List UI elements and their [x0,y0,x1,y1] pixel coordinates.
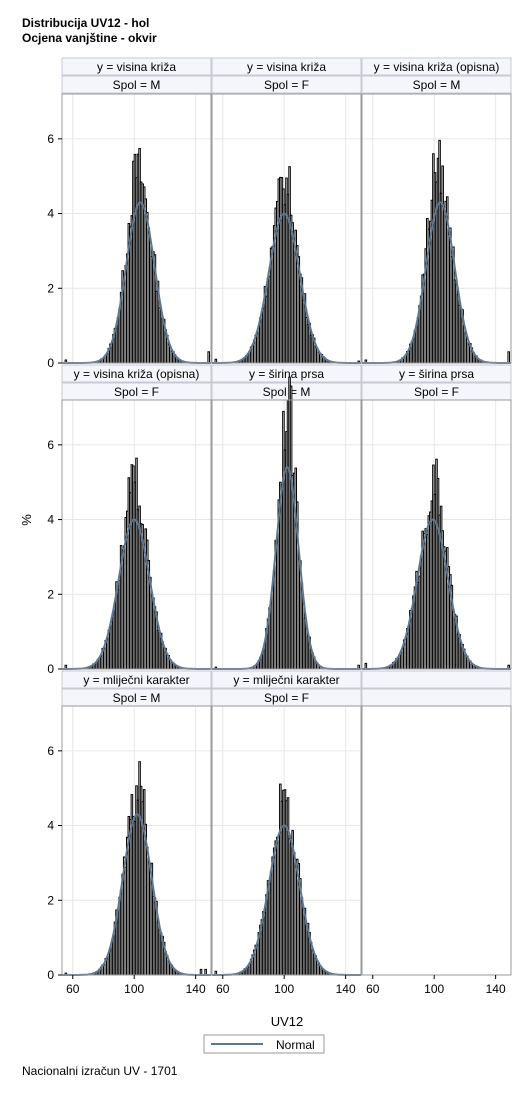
panel-spol-header-box [211,75,362,94]
footnote: Nacionalni izračun UV - 1701 [22,1064,178,1078]
empty-panel-frame [361,705,512,976]
panel-spol-header-box [361,75,512,94]
panel-y-header-box [211,670,362,689]
panel-y-header-text: y = visina križa (opisna) [374,60,500,74]
y-tick-label: 6 [47,132,54,146]
y-tick-label: 4 [47,207,54,221]
panel-spol-header-text: Spol = M [263,385,311,399]
x-tick-label: 60 [66,982,80,996]
legend-box [203,1034,325,1054]
histogram-bar [207,351,210,364]
panel-spol-header-text: Spol = M [113,691,161,705]
y-axis-title: % [19,514,34,526]
panel-y-header-box [61,364,212,383]
y-tick-label: 6 [47,744,54,758]
panel-spol-header-text: Spol = F [264,78,309,92]
x-tick-label: 60 [216,982,230,996]
x-tick-label: 140 [186,982,206,996]
panel-y-header-box [61,57,212,76]
x-tick-label: 140 [336,982,356,996]
x-axis-title: UV12 [271,1014,304,1029]
panel-y-header-text: y = visina križa (opisna) [74,367,200,381]
y-tick-label: 4 [47,513,54,527]
y-tick-label: 6 [47,438,54,452]
histogram-bars [214,166,360,364]
panel-spol-header-text: Spol = M [113,78,161,92]
panel-frame [61,705,212,976]
panel-y-header-text: y = mliječni karakter [233,673,339,687]
histogram-bars [364,458,510,670]
panel-frame [211,93,362,364]
y-tick-label: 2 [47,587,54,601]
panel-frame [61,93,212,364]
x-tick-label: 100 [424,982,444,996]
x-tick-label: 100 [274,982,294,996]
histogram-bars [64,761,207,976]
panel-y-header-text: y = visina križa [247,60,326,74]
histogram-bar [507,351,510,364]
panel-y-header-box [61,670,212,689]
x-tick-label: 60 [366,982,380,996]
panel-y-header-text: y = mliječni karakter [83,673,189,687]
panel-spol-header-box [61,75,212,94]
histogram-bars [64,148,210,364]
panel-y-header-box [211,364,362,383]
panel-frame [61,399,212,670]
panel-y-header-box [211,57,362,76]
panel-spol-header-text: Spol = F [264,691,309,705]
panel-frame [361,93,512,364]
histogram-bars [364,139,510,364]
panel-y-header-text: y = širina prsa [399,367,474,381]
empty-header-box [361,670,512,689]
histogram-bars [214,376,360,670]
chart-title: Distribucija UV12 - hol [22,16,150,30]
panel-y-header-box [361,364,512,383]
panel-frame [211,399,362,670]
y-tick-label: 0 [47,356,54,370]
y-tick-label: 2 [47,893,54,907]
y-tick-label: 4 [47,819,54,833]
legend-label-normal: Normal [276,1038,315,1052]
y-tick-label: 0 [47,662,54,676]
panel-y-header-text: y = širina prsa [249,367,324,381]
empty-header-box [361,688,512,707]
chart-subtitle: Ocjena vanjštine - okvir [22,31,157,45]
panel-frame [211,705,362,976]
y-tick-label: 2 [47,281,54,295]
panel-spol-header-text: Spol = F [114,385,159,399]
panel-spol-header-text: Spol = M [413,78,461,92]
histogram-bars [214,783,333,976]
panel-y-header-text: y = visina križa [97,60,176,74]
histogram-bars [64,457,183,670]
panel-spol-header-text: Spol = F [414,385,459,399]
panel-frame [361,399,512,670]
y-tick-label: 0 [47,968,54,982]
x-tick-label: 100 [124,982,144,996]
x-tick-label: 140 [486,982,506,996]
panel-y-header-box [361,57,512,76]
